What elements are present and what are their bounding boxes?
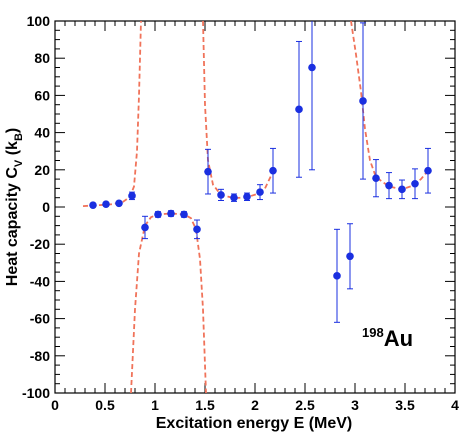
data-point: [411, 179, 419, 188]
x-tick-label: 1: [151, 397, 159, 413]
data-point: [424, 166, 432, 175]
data-point: [204, 167, 212, 176]
y-tick-label: 60: [34, 87, 50, 103]
fit-curve-segment: [130, 212, 207, 393]
data-point: [128, 192, 136, 200]
y-tick-label: 100: [27, 13, 51, 29]
data-point: [372, 174, 380, 182]
data-point: [89, 201, 97, 209]
x-axis-label: Excitation energy E (MeV): [156, 415, 353, 432]
x-tick-label: 2.5: [295, 397, 315, 413]
y-axis-label-sub-b: B: [13, 133, 25, 141]
data-point: [193, 225, 201, 234]
data-point: [230, 193, 238, 202]
y-tick-label: 80: [34, 50, 50, 66]
data-point: [269, 166, 277, 175]
x-tick-label: 3.5: [395, 397, 415, 413]
x-tick-label: 0: [51, 397, 59, 413]
y-axis-label-main: Heat capacity C: [4, 167, 21, 287]
y-tick-label: -60: [30, 311, 50, 327]
x-tick-label: 3: [351, 397, 359, 413]
y-tick-label: 20: [34, 162, 50, 178]
data-point: [115, 199, 123, 208]
y-tick-label: 40: [34, 125, 50, 141]
data-point: [180, 210, 188, 219]
axes-layer: 0 0.5 1 1.5 2 2.5 3 3.5 4 -100 -80 -60 -40 -20 0 20 40 60…: [22, 13, 459, 413]
y-tick-label: -100: [22, 385, 50, 401]
x-tick-label: 0.5: [95, 397, 115, 413]
fit-curve-segment: [82, 21, 142, 207]
y-tick-label: -80: [30, 348, 50, 364]
data-point: [167, 209, 175, 218]
y-tick-label: 0: [42, 199, 50, 215]
data-point: [308, 63, 316, 72]
data-point: [398, 185, 406, 194]
data-point: [346, 252, 354, 261]
data-point: [217, 191, 225, 199]
labels-layer: Excitation energy E (MeV) Heat capacity …: [4, 128, 413, 432]
x-tick-label: 4: [451, 397, 459, 413]
y-tick-label: -40: [30, 273, 50, 289]
y-axis-label-unit-close: ): [4, 128, 21, 133]
data-point: [333, 272, 341, 280]
data-points-layer: [89, 21, 432, 323]
y-tick-label: -20: [30, 236, 50, 252]
nucleus-element: Au: [384, 326, 413, 351]
data-point: [256, 188, 264, 196]
x-tick-label: 2: [251, 397, 259, 413]
fit-curve-segment: [202, 21, 274, 200]
data-point: [102, 200, 110, 209]
x-tick-label: 1.5: [195, 397, 215, 413]
y-axis-label: Heat capacity CV (kB): [4, 128, 25, 286]
data-point: [243, 192, 251, 201]
data-point: [359, 97, 367, 105]
data-point: [385, 181, 393, 190]
nucleus-mass-number: 198: [362, 325, 384, 340]
data-point: [141, 223, 149, 232]
y-axis-label-unit-open: (k: [4, 141, 21, 160]
data-point: [295, 105, 303, 114]
nucleus-annotation: 198Au: [362, 325, 413, 351]
y-axis-label-sub-v: V: [13, 159, 25, 167]
data-point: [154, 210, 162, 219]
